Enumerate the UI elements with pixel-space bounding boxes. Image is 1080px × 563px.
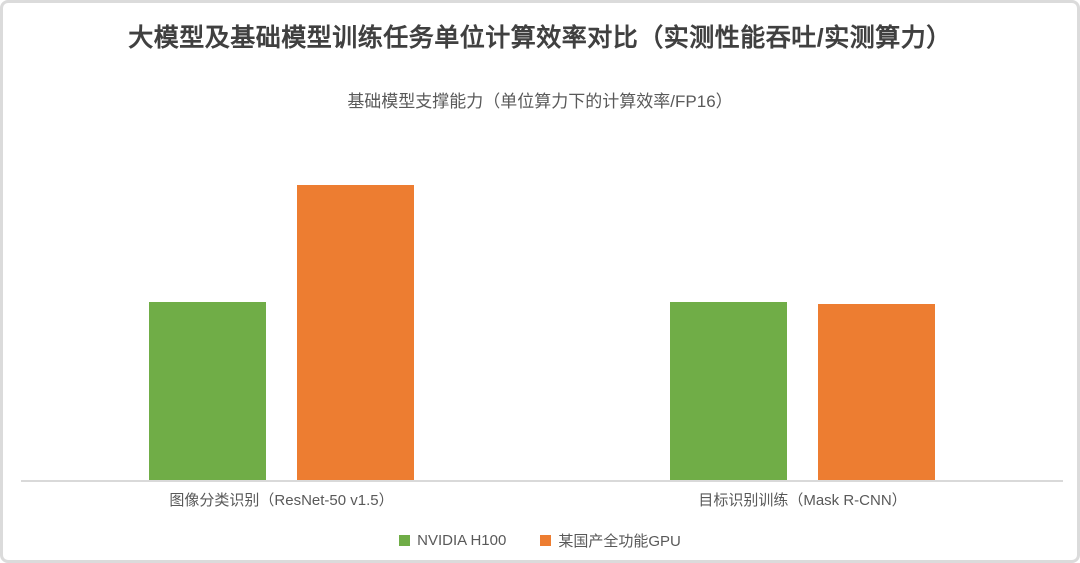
- bar-series0-category1: [670, 302, 787, 480]
- legend-swatch-green-icon: [399, 535, 411, 546]
- x-axis-line: [21, 480, 1063, 482]
- legend-item-domestic-gpu: 某国产全功能GPU: [540, 530, 681, 551]
- legend-item-nvidia-h100: NVIDIA H100: [399, 532, 506, 549]
- bar-series1-category1: [818, 304, 935, 480]
- bar-series1-category0: [297, 185, 414, 480]
- category-group-1: [542, 125, 1063, 480]
- chart-title: 大模型及基础模型训练任务单位计算效率对比（实测性能吞吐/实测算力）: [128, 24, 952, 52]
- bar-series0-category0: [149, 302, 266, 480]
- x-axis-label-resnet: 图像分类识别（ResNet-50 v1.5）: [169, 492, 394, 509]
- x-axis-label-maskrcnn: 目标识别训练（Mask R-CNN）: [698, 492, 907, 509]
- chart-subtitle: 基础模型支撑能力（单位算力下的计算效率/FP16）: [347, 92, 733, 111]
- legend-label-domestic-gpu: 某国产全功能GPU: [558, 533, 681, 550]
- legend-swatch-orange-icon: [540, 535, 552, 546]
- x-axis-labels: 图像分类识别（ResNet-50 v1.5） 目标识别训练（Mask R-CNN…: [21, 489, 1063, 510]
- plot-area: [21, 125, 1063, 480]
- legend-label-nvidia-h100: NVIDIA H100: [417, 532, 507, 549]
- legend: NVIDIA H100 某国产全功能GPU: [3, 530, 1077, 551]
- category-group-0: [21, 125, 542, 480]
